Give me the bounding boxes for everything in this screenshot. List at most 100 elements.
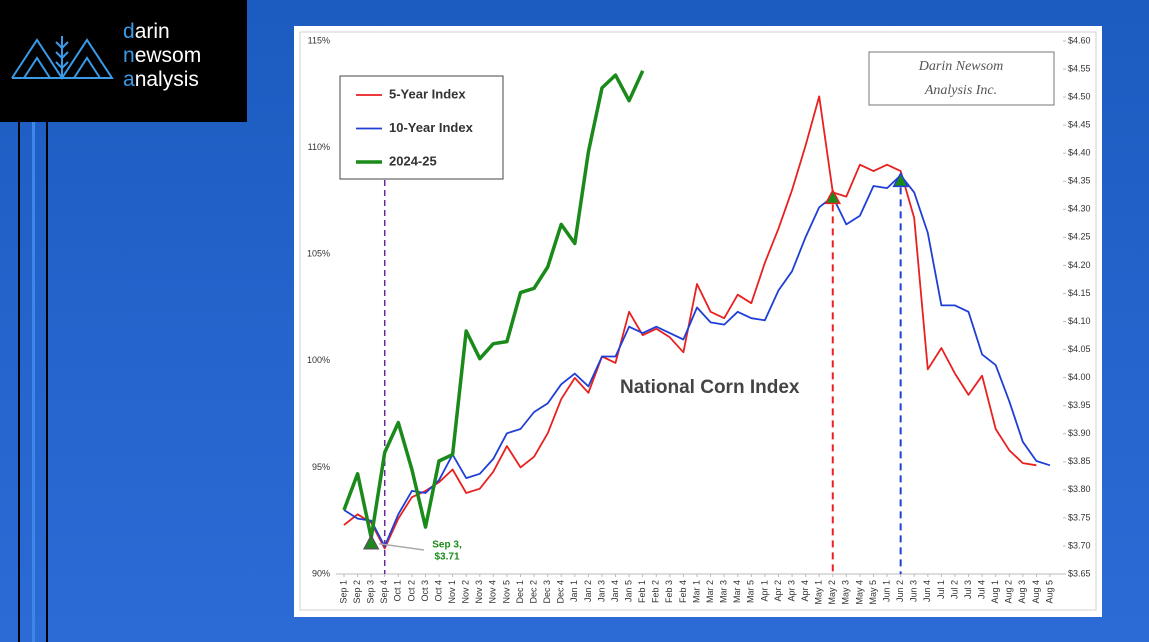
y2-tick-label: $3.75: [1068, 512, 1091, 522]
x-tick-label: Dec 2: [528, 580, 538, 604]
x-tick-label: Jan 1: [569, 580, 579, 602]
side-line: [32, 122, 35, 642]
y2-tick-label: $3.80: [1068, 484, 1091, 494]
x-tick-label: Aug 4: [1031, 580, 1041, 604]
x-tick-label: Jul 4: [976, 580, 986, 599]
x-tick-label: Nov 3: [474, 580, 484, 604]
point-marker: [362, 534, 380, 550]
x-tick-label: Sep 2: [352, 580, 362, 604]
x-tick-label: Feb 2: [651, 580, 661, 603]
x-tick-label: Mar 5: [746, 580, 756, 603]
y2-tick-label: $4.55: [1068, 63, 1091, 73]
y2-tick-label: $4.45: [1068, 120, 1091, 130]
x-tick-label: Dec 3: [542, 580, 552, 604]
x-tick-label: Nov 2: [461, 580, 471, 604]
y2-tick-label: $3.85: [1068, 456, 1091, 466]
y2-tick-label: $4.15: [1068, 288, 1091, 298]
x-tick-label: Apr 2: [773, 580, 783, 602]
series-line: [343, 95, 1037, 550]
x-tick-label: Apr 1: [759, 580, 769, 602]
legend-label: 10-Year Index: [389, 120, 474, 135]
x-tick-label: Nov 5: [501, 580, 511, 604]
logo-word: darin: [123, 20, 170, 43]
y2-tick-label: $4.60: [1068, 35, 1091, 45]
x-tick-label: Sep 4: [379, 580, 389, 604]
x-tick-label: Jul 2: [949, 580, 959, 599]
y-tick-label: 90%: [312, 568, 330, 578]
x-tick-label: Dec 1: [515, 580, 525, 604]
logo-word: newsom: [123, 44, 201, 67]
x-tick-label: Sep 1: [338, 580, 348, 604]
x-tick-label: Aug 1: [990, 580, 1000, 604]
x-tick-label: Jun 1: [881, 580, 891, 602]
y-tick-label: 95%: [312, 462, 330, 472]
x-tick-label: Aug 5: [1044, 580, 1054, 604]
x-tick-label: Feb 1: [637, 580, 647, 603]
x-tick-label: Jan 2: [583, 580, 593, 602]
logo-word: analysis: [123, 68, 199, 91]
series-line: [342, 70, 645, 540]
x-tick-label: Mar 3: [719, 580, 729, 603]
chart: 90% 95% 100% 105% 110% 115% $3.65 $3.70 $3.75 $3.…: [299, 31, 1097, 611]
x-tick-label: Aug 2: [1004, 580, 1014, 604]
side-line: [18, 122, 20, 642]
side-line: [46, 122, 48, 642]
x-tick-label: Feb 4: [678, 580, 688, 603]
logo-box: [0, 0, 247, 122]
x-tick-label: Jul 1: [936, 580, 946, 599]
legend-label: 5-Year Index: [389, 86, 466, 101]
x-tick-label: May 1: [814, 580, 824, 605]
x-tick-label: Jan 4: [610, 580, 620, 602]
y2-tick-label: $4.20: [1068, 260, 1091, 270]
x-tick-label: Sep 3: [366, 580, 376, 604]
x-tick-label: Oct 4: [433, 580, 443, 602]
watermark: Darin Newsom: [918, 59, 1003, 74]
y2-tick-label: $4.40: [1068, 148, 1091, 158]
x-tick-label: Jun 2: [895, 580, 905, 602]
x-tick-label: Nov 4: [488, 580, 498, 604]
y2-tick-label: $4.05: [1068, 344, 1091, 354]
y-tick-label: 105%: [307, 249, 330, 259]
x-tick-label: Aug 3: [1017, 580, 1027, 604]
x-tick-label: Nov 1: [447, 580, 457, 604]
y-tick-label: 100%: [307, 355, 330, 365]
y2-tick-label: $4.30: [1068, 204, 1091, 214]
x-tick-label: May 4: [854, 580, 864, 605]
x-tick-label: Jun 3: [909, 580, 919, 602]
watermark: Analysis Inc.: [924, 83, 997, 98]
y2-tick-label: $3.90: [1068, 428, 1091, 438]
x-tick-label: Jan 5: [623, 580, 633, 602]
x-tick-label: Mar 4: [732, 580, 742, 603]
x-tick-label: Apr 3: [786, 580, 796, 602]
y2-tick-label: $4.50: [1068, 91, 1091, 101]
y2-tick-label: $4.35: [1068, 176, 1091, 186]
watermark-box: [868, 51, 1055, 106]
x-tick-label: Feb 3: [664, 580, 674, 603]
plot-frame: [299, 31, 1097, 611]
series-line: [343, 174, 1051, 548]
y2-tick-label: $3.95: [1068, 400, 1091, 410]
x-tick-label: May 3: [841, 580, 851, 605]
x-tick-label: May 2: [827, 580, 837, 605]
x-tick-label: May 5: [868, 580, 878, 605]
point-marker: [892, 171, 909, 188]
x-tick-label: Jul 3: [963, 580, 973, 599]
x-tick-label: Jun 4: [922, 580, 932, 602]
x-tick-label: Apr 4: [800, 580, 810, 602]
y2-tick-label: $4.25: [1068, 232, 1091, 242]
y2-tick-label: $3.65: [1068, 568, 1091, 578]
x-tick-label: Mar 2: [705, 580, 715, 603]
chart-title: National Corn Index: [620, 377, 800, 398]
y2-tick-label: $4.10: [1068, 316, 1091, 326]
x-tick-label: Oct 1: [393, 580, 403, 602]
logo-icon: [11, 36, 114, 80]
annotation: $3.71: [434, 552, 459, 563]
x-tick-label: Jan 3: [596, 580, 606, 602]
point-marker: [824, 188, 842, 205]
x-tick-label: Oct 2: [406, 580, 416, 602]
y-tick-label: 110%: [308, 142, 330, 152]
x-tick-label: Mar 1: [691, 580, 701, 603]
